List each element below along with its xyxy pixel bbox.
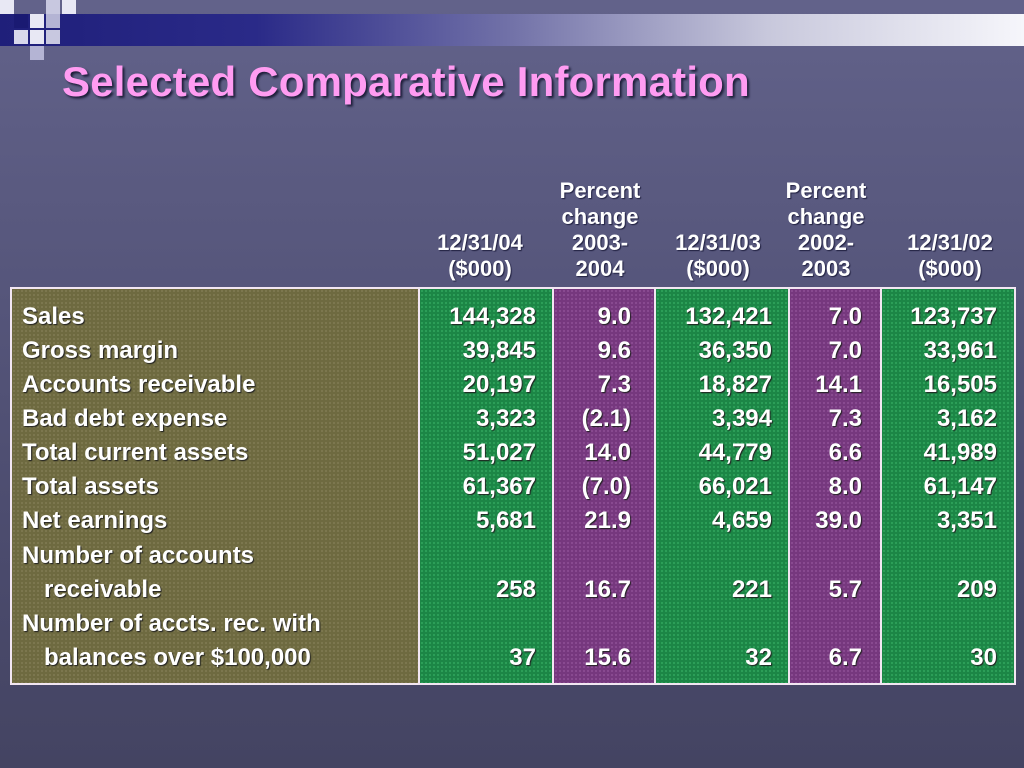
table-cell: 37 (509, 644, 536, 671)
table-cell: 132,421 (685, 303, 772, 330)
table-cell: 30 (970, 644, 997, 671)
table-cell: 123,737 (910, 303, 997, 330)
table-cell: 16,505 (923, 371, 997, 398)
table-cell: 4,659 (711, 507, 772, 534)
table-cell: 7.3 (597, 371, 631, 398)
table-cell: 6.6 (828, 439, 862, 466)
table-cell: 221 (731, 576, 772, 603)
row-label: Total assets (22, 473, 159, 500)
table-cell: 18,827 (698, 371, 772, 398)
row-label: Bad debt expense (22, 405, 228, 432)
row-label-continued: balances over $100,000 (44, 644, 311, 671)
table-cell: 3,162 (936, 405, 997, 432)
table-cell: 258 (495, 576, 536, 603)
column-pct-2002-2003 (788, 287, 882, 685)
top-banner (0, 14, 1024, 46)
row-label: Accounts receivable (22, 371, 256, 398)
table-cell: 7.0 (828, 303, 862, 330)
table-cell: 7.3 (828, 405, 862, 432)
table-cell: 5.7 (828, 576, 862, 603)
table-cell: 66,021 (698, 473, 772, 500)
header-2002: 12/31/02 ($000) (907, 230, 993, 281)
table-cell: 9.0 (597, 303, 631, 330)
row-label: Gross margin (22, 337, 179, 364)
table-cell: 36,350 (698, 337, 772, 364)
label-column (10, 287, 420, 685)
table-cell: 21.9 (584, 507, 631, 534)
table-cell: 5,681 (475, 507, 536, 534)
table-cell: 3,351 (936, 507, 997, 534)
table-cell: 20,197 (462, 371, 536, 398)
table-cell: 9.6 (597, 337, 631, 364)
table-cell: 7.0 (828, 337, 862, 364)
table-cell: 14.1 (815, 371, 862, 398)
slide-title: Selected Comparative Information (62, 58, 750, 105)
row-label: Total current assets (22, 439, 249, 466)
header-2004: 12/31/04 ($000) (437, 230, 523, 281)
table-cell: 6.7 (828, 644, 862, 671)
table-cell: 15.6 (584, 644, 631, 671)
table-cell: 209 (956, 576, 997, 603)
table-cell: 16.7 (584, 576, 631, 603)
row-label: Net earnings (22, 507, 168, 534)
table-cell: 61,367 (462, 473, 536, 500)
table-cell: 39.0 (815, 507, 862, 534)
row-label-continued: receivable (44, 576, 162, 603)
table-cell: 44,779 (698, 439, 772, 466)
header-pct-2002-2003: Percent change 2002- 2003 (785, 178, 867, 281)
column-2003 (654, 287, 790, 685)
table-cell: 33,961 (923, 337, 997, 364)
row-label: Sales (22, 303, 85, 330)
table-cell: 61,147 (923, 473, 997, 500)
table-cell: (2.1) (581, 405, 631, 432)
header-2003: 12/31/03 ($000) (675, 230, 761, 281)
row-label: Number of accts. rec. with (22, 610, 321, 637)
table-cell: 39,845 (462, 337, 536, 364)
table-cell: 3,394 (711, 405, 772, 432)
table-cell: 41,989 (923, 439, 997, 466)
table-cell: (7.0) (581, 473, 631, 500)
column-2002 (880, 287, 1016, 685)
table-cell: 3,323 (475, 405, 536, 432)
table-cell: 8.0 (828, 473, 862, 500)
table-cell: 32 (745, 644, 772, 671)
table-cell: 144,328 (449, 303, 536, 330)
header-pct-2003-2004: Percent change 2003- 2004 (559, 178, 641, 281)
row-label: Number of accounts (22, 542, 255, 569)
table-cell: 14.0 (584, 439, 631, 466)
table-cell: 51,027 (462, 439, 536, 466)
